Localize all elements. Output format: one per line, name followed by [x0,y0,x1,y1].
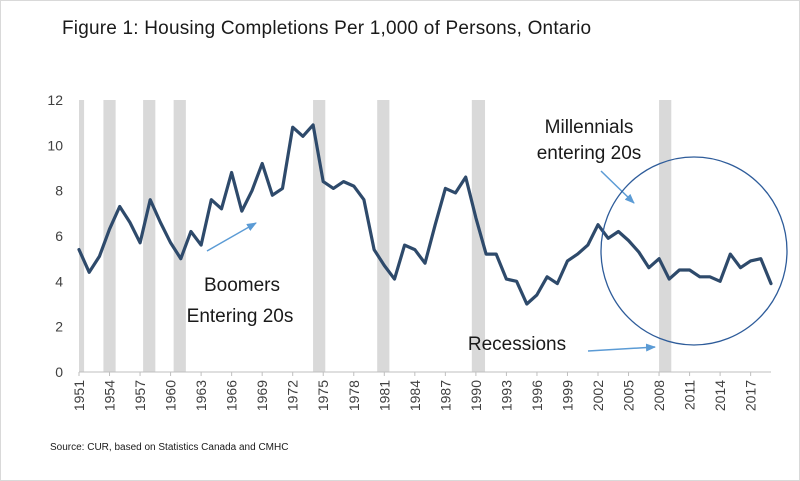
recession-band-8 [659,100,672,372]
x-tick-label-1966: 1966 [224,380,240,411]
x-tick-label-2011: 2011 [682,380,698,410]
x-tick-label-1984: 1984 [407,380,423,411]
x-tick-label-1987: 1987 [437,380,453,411]
x-tick-label-1963: 1963 [193,380,209,411]
recession-band-3 [143,100,156,372]
x-tick-label-1969: 1969 [254,380,270,411]
x-tick-label-1999: 1999 [559,380,575,411]
millennials-circle [600,156,788,346]
x-tick-label-1990: 1990 [468,380,484,411]
recessions-arrow [587,343,656,352]
x-tick-label-1993: 1993 [498,380,514,411]
recessions-label: Recessions [468,334,566,355]
chart-title: Figure 1: Housing Completions Per 1,000 … [62,18,592,39]
y-tick-label-12: 12 [47,92,63,108]
x-tick-label-2014: 2014 [712,380,728,411]
boomers-arrow [206,222,257,252]
millennials-label-line1: Millennials [545,117,634,138]
x-tick-label-1954: 1954 [102,380,118,411]
recession-band-4 [173,100,186,372]
recession-bands [79,100,672,372]
axes: 0 2 4 6 8 10 12 1951 1954 1957 1960 1963 1966 1969 197… [47,92,771,411]
boomers-label-line2: Entering 20s [187,306,294,327]
x-tick-label-1972: 1972 [285,380,301,411]
y-tick-label-8: 8 [55,183,63,199]
x-tick-label-2002: 2002 [590,380,606,411]
x-tick-label-1960: 1960 [163,380,179,411]
y-tick-label-10: 10 [47,137,63,153]
source-note: Source: CUR, based on Statistics Canada … [50,442,289,453]
x-tick-label-1996: 1996 [529,380,545,411]
y-tick-label-4: 4 [55,273,63,289]
x-tick-label-1975: 1975 [315,380,331,411]
series-line-1 [77,123,773,306]
x-tick-label-2005: 2005 [621,380,637,411]
boomers-label-line1: Boomers [204,275,280,296]
x-tick-label-2017: 2017 [743,380,759,411]
recession-band-6 [377,100,390,372]
y-tick-label-6: 6 [55,228,63,244]
y-tick-label-2: 2 [55,319,63,335]
x-tick-label-1957: 1957 [132,380,148,411]
series-layer [77,123,773,306]
x-tick-label-2008: 2008 [651,380,667,411]
annotations: Boomers Entering 20s Millennials enterin… [187,117,788,355]
x-tick-label-1978: 1978 [346,380,362,411]
x-tick-label-1951: 1951 [71,380,87,411]
millennials-label-line2: entering 20s [537,143,642,164]
recession-band-7 [471,100,486,372]
y-tick-label-0: 0 [55,364,63,380]
millennials-arrow [600,170,635,204]
recession-band-1 [79,100,85,372]
x-tick-label-1981: 1981 [376,380,392,411]
recession-band-2 [103,100,116,372]
